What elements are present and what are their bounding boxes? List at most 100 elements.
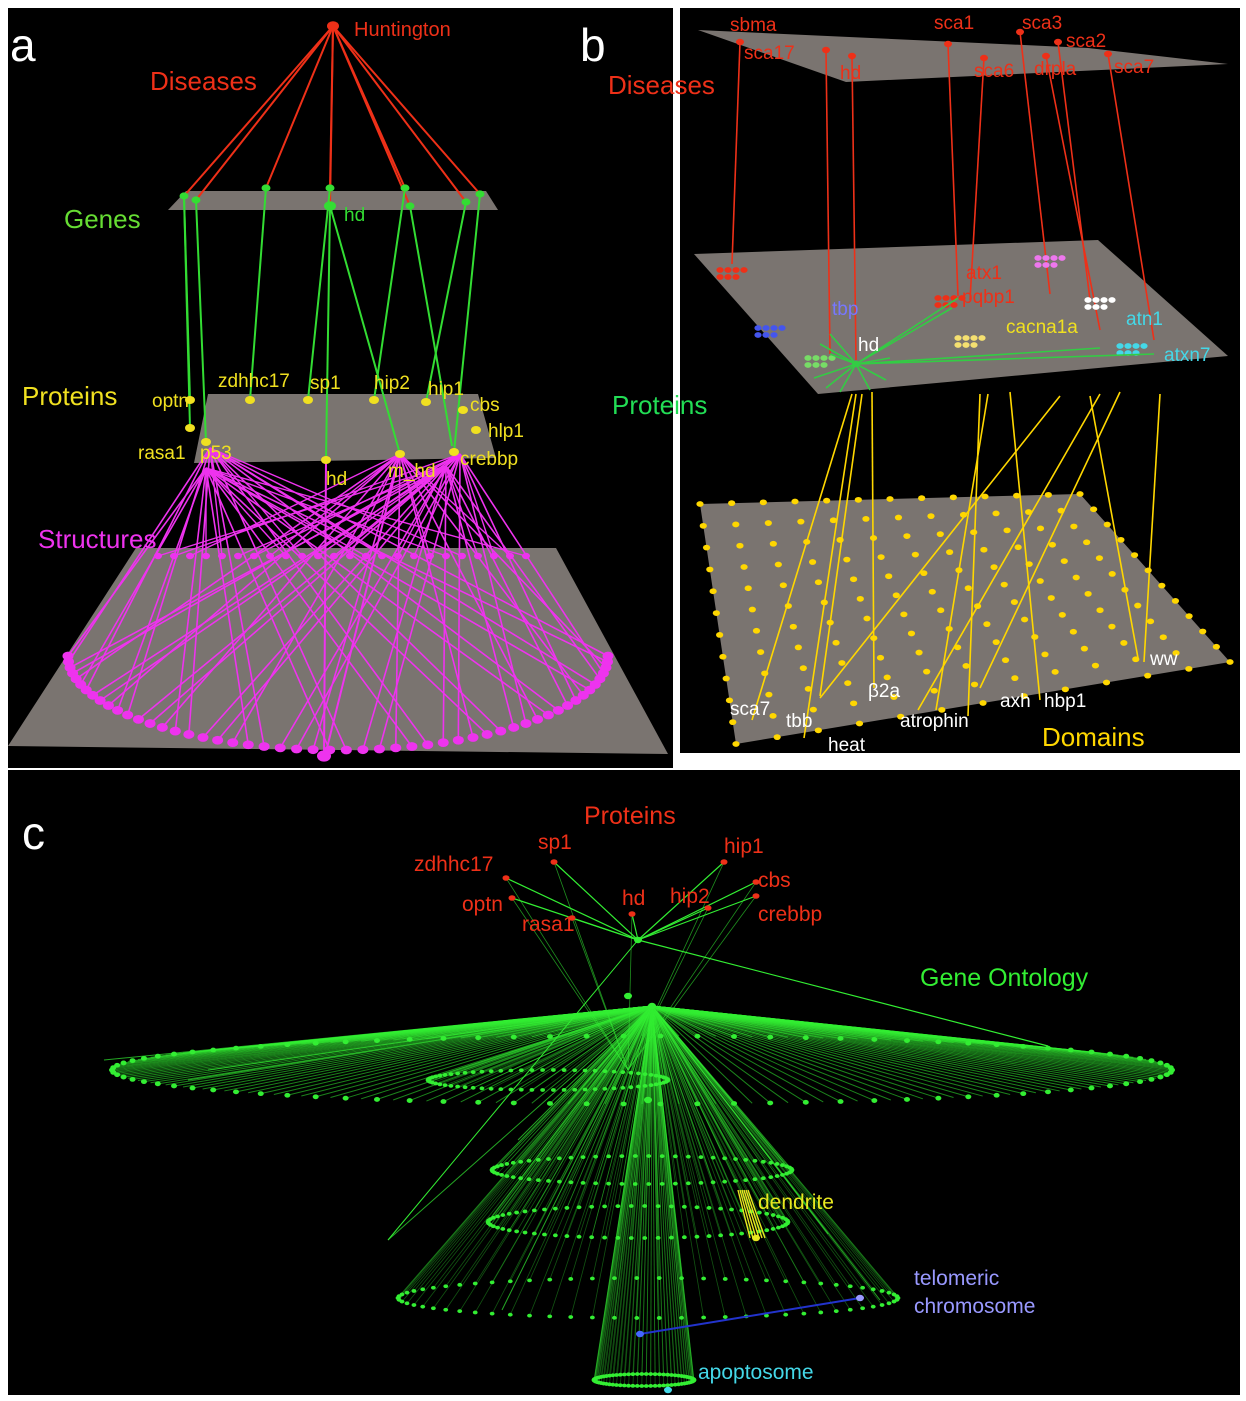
- go-node: [661, 1383, 667, 1388]
- go-node: [743, 1178, 749, 1183]
- b-protein-node: [1042, 262, 1050, 268]
- b-disease-protein-edge: [731, 41, 741, 265]
- gene-protein-edge: [195, 199, 207, 443]
- domain-node: [779, 582, 787, 589]
- domain-node: [1102, 679, 1111, 686]
- disease-gene-edge: [265, 25, 334, 189]
- domain-node: [1108, 623, 1116, 630]
- go-node: [462, 1070, 468, 1075]
- go-edge: [651, 1005, 683, 1384]
- protein-go-edge: [571, 917, 639, 941]
- protein-structure-edge: [445, 465, 601, 680]
- domain-node: [1212, 643, 1220, 650]
- go-edge: [604, 1005, 653, 1037]
- b-protein-label-tbp: tbp: [832, 299, 859, 320]
- go-edge: [651, 1005, 676, 1184]
- domain-node: [980, 546, 988, 553]
- go-edge: [445, 1005, 653, 1310]
- go-edge: [459, 1005, 653, 1286]
- telomeric-edge: [639, 1297, 861, 1335]
- go-node: [731, 1034, 738, 1039]
- disease-label-drpla: drpla: [1034, 59, 1077, 80]
- domain-node: [808, 559, 817, 565]
- go-node: [685, 1181, 691, 1186]
- go-node: [706, 1234, 712, 1239]
- protein-node: [508, 895, 516, 901]
- go-edge: [595, 1005, 653, 1157]
- protein-structure-edge: [399, 453, 474, 738]
- go-node: [568, 1315, 574, 1319]
- c-protein-label-cbs: cbs: [758, 869, 791, 892]
- go-node: [589, 1276, 595, 1281]
- go-edge: [559, 1005, 653, 1182]
- go-edge: [651, 1005, 792, 1172]
- go-edge: [549, 1005, 653, 1037]
- b-protein-node: [820, 362, 828, 368]
- domain-node: [1120, 640, 1128, 646]
- structure-node: [112, 705, 124, 715]
- disease-gene-edge: [332, 25, 411, 207]
- panel-c-network: [103, 859, 1175, 1394]
- structure-node: [378, 552, 386, 560]
- structure-node: [520, 719, 532, 728]
- go-edge: [651, 1005, 837, 1312]
- go-node: [527, 1278, 532, 1283]
- disease-gene-edge: [332, 25, 481, 195]
- b-protein-node: [762, 332, 770, 338]
- go-edge: [600, 1005, 653, 1384]
- go-edge: [598, 1005, 653, 1383]
- go-edge: [450, 1005, 653, 1087]
- b-protein-domain-edge: [751, 393, 853, 721]
- b-protein-node: [804, 362, 812, 368]
- protein-label-hlp1: hlp1: [488, 421, 524, 442]
- domain-node: [1013, 492, 1021, 499]
- go-node: [784, 1171, 789, 1176]
- go-edge: [651, 1005, 822, 1284]
- go-node: [546, 1034, 553, 1039]
- domain-label-hbp1: hbp1: [1044, 691, 1087, 712]
- go-node: [561, 1068, 567, 1073]
- structure-node: [212, 735, 224, 745]
- domain-node: [1047, 595, 1055, 601]
- go-edge: [490, 1005, 653, 1226]
- go-edge: [651, 1005, 693, 1382]
- go-node: [764, 1313, 769, 1318]
- structure-node: [394, 552, 402, 560]
- structure-node: [274, 743, 286, 753]
- go-edge: [651, 1005, 656, 1375]
- domain-node: [794, 644, 802, 651]
- b-protein-node: [958, 295, 966, 301]
- go-node: [526, 1158, 532, 1163]
- go-node: [672, 1181, 678, 1186]
- go-edge: [603, 1005, 653, 1377]
- go-edge: [651, 1005, 676, 1376]
- go-node: [531, 1208, 537, 1213]
- go-edge: [529, 1005, 653, 1281]
- domain-node: [832, 639, 840, 646]
- go-edge: [651, 1005, 898, 1301]
- b-protein-label-atn1: atn1: [1126, 309, 1163, 330]
- go-hub-node: [648, 1002, 656, 1010]
- huntington-node-label: Huntington: [354, 19, 451, 41]
- protein-go-edge: [571, 917, 629, 1071]
- go-node: [572, 1068, 578, 1073]
- domain-node: [1069, 628, 1077, 635]
- b-protein-node: [1092, 304, 1100, 310]
- structure-node: [170, 552, 178, 560]
- go-edge: [651, 1005, 772, 1178]
- structure-node: [234, 552, 242, 560]
- go-edge: [651, 1005, 665, 1375]
- domain-node: [876, 654, 885, 661]
- go-edge: [651, 1005, 725, 1159]
- go-edge: [651, 1005, 726, 1182]
- go-edge: [596, 1005, 653, 1378]
- go-node: [614, 1383, 619, 1387]
- go-node: [621, 1372, 627, 1377]
- go-edge: [651, 1005, 789, 1038]
- protein-structure-edge: [75, 453, 401, 680]
- protein-label-hd: hd: [326, 469, 348, 490]
- domain-node: [850, 700, 858, 707]
- disease-label-sca17: sca17: [744, 43, 795, 64]
- go-edge: [651, 1005, 778, 1177]
- domain-node: [744, 585, 752, 592]
